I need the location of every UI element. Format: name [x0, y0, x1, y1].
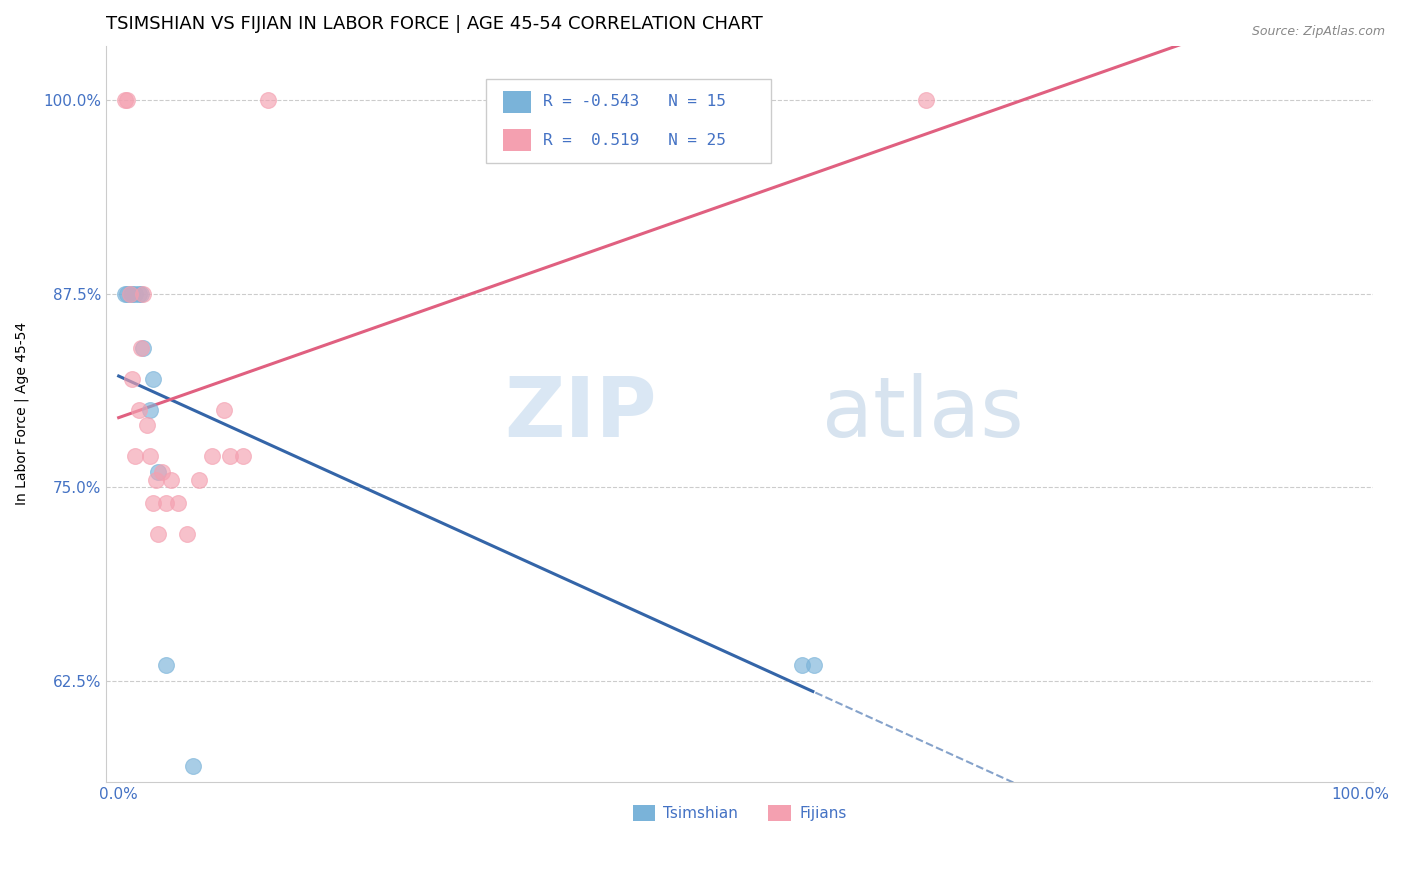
Text: R = -0.543   N = 15: R = -0.543 N = 15 — [543, 95, 725, 110]
Point — [803, 658, 825, 673]
Text: ZIP: ZIP — [505, 373, 657, 454]
Point — [232, 450, 254, 464]
Point — [148, 526, 170, 541]
Point — [132, 341, 155, 355]
Point — [914, 93, 936, 107]
Point — [129, 286, 152, 301]
Point — [138, 450, 160, 464]
Point — [129, 341, 152, 355]
Point — [256, 93, 278, 107]
Text: TSIMSHIAN VS FIJIAN IN LABOR FORCE | AGE 45-54 CORRELATION CHART: TSIMSHIAN VS FIJIAN IN LABOR FORCE | AGE… — [107, 15, 763, 33]
Point — [155, 658, 177, 673]
Point — [132, 286, 155, 301]
Point — [188, 473, 211, 487]
Point — [128, 402, 150, 417]
Point — [167, 496, 190, 510]
Point — [159, 473, 181, 487]
Point — [219, 450, 242, 464]
Point — [150, 465, 173, 479]
Point — [181, 759, 204, 773]
Point — [212, 402, 235, 417]
Legend: Tsimshian, Fijians: Tsimshian, Fijians — [627, 799, 852, 827]
Point — [790, 658, 813, 673]
Point — [114, 286, 136, 301]
Point — [117, 93, 139, 107]
Point — [118, 286, 141, 301]
Point — [136, 418, 159, 433]
Point — [176, 526, 198, 541]
Point — [121, 372, 143, 386]
Point — [138, 402, 160, 417]
FancyBboxPatch shape — [502, 129, 530, 152]
Point — [201, 450, 224, 464]
FancyBboxPatch shape — [486, 78, 770, 163]
Point — [121, 286, 143, 301]
Point — [114, 93, 136, 107]
Point — [124, 450, 146, 464]
Point — [142, 372, 165, 386]
Point — [145, 473, 167, 487]
FancyBboxPatch shape — [502, 91, 530, 112]
Point — [124, 286, 146, 301]
Point — [148, 465, 170, 479]
Text: atlas: atlas — [821, 373, 1024, 454]
Y-axis label: In Labor Force | Age 45-54: In Labor Force | Age 45-54 — [15, 322, 30, 505]
Point — [118, 286, 141, 301]
Text: Source: ZipAtlas.com: Source: ZipAtlas.com — [1251, 25, 1385, 38]
Point — [155, 496, 177, 510]
Point — [128, 286, 150, 301]
Point — [142, 496, 165, 510]
Text: R =  0.519   N = 25: R = 0.519 N = 25 — [543, 133, 725, 148]
Point — [117, 286, 139, 301]
